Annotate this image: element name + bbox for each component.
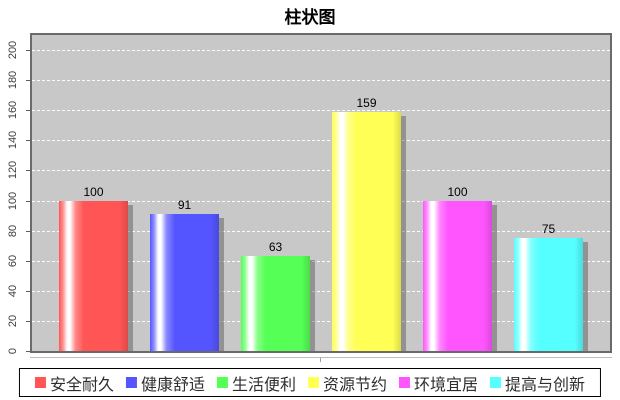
legend-label: 安全耐久 — [49, 376, 114, 394]
value-axis-label-text: 100 — [6, 191, 19, 210]
value-axis-label: 180 — [0, 70, 26, 90]
legend-label: 提高与创新 — [505, 376, 586, 394]
value-axis-label-text: 60 — [7, 254, 19, 267]
value-axis-label-text: 160 — [6, 101, 19, 120]
gridline — [32, 140, 610, 142]
legend-swatch — [308, 377, 319, 388]
value-axis-label-text: 40 — [7, 284, 19, 297]
value-axis-tick — [26, 140, 30, 142]
legend-item: 资源节约 — [308, 371, 387, 395]
value-axis-label: 20 — [0, 311, 26, 331]
value-axis-label: 60 — [0, 251, 26, 271]
value-axis-label: 140 — [0, 130, 26, 150]
value-axis-tick — [26, 351, 30, 352]
bar-5 — [423, 200, 492, 351]
legend-item: 生活便利 — [216, 371, 296, 395]
gridline — [32, 200, 610, 202]
value-axis-tick — [26, 50, 30, 52]
legend-item: 环境宜居 — [399, 371, 478, 395]
legend-label: 生活便利 — [231, 376, 296, 394]
legend-swatch — [125, 377, 137, 388]
legend-item: 安全耐久 — [34, 371, 114, 395]
value-axis-label-text: 200 — [6, 40, 19, 60]
legend-swatch — [399, 377, 411, 388]
value-axis-tick — [26, 320, 30, 322]
legend-item: 提高与创新 — [490, 371, 585, 395]
bar-2 — [150, 214, 219, 351]
chart-title: 柱状图 — [284, 8, 336, 27]
value-axis-label: 0 — [0, 341, 26, 361]
bar-1 — [59, 200, 128, 351]
plot-area: 100 91 63 159 100 75 — [30, 33, 612, 353]
legend-label: 资源节约 — [323, 376, 388, 394]
value-axis-label: 100 — [0, 191, 26, 211]
category-axis-tick — [320, 358, 321, 362]
value-axis-tick — [26, 230, 30, 232]
value-axis-tick — [26, 80, 30, 82]
bar-value-label: 100 — [83, 184, 104, 199]
gridline — [32, 170, 610, 172]
bar-value-label: 159 — [356, 95, 377, 110]
value-axis-label: 40 — [0, 281, 26, 301]
value-axis-label: 80 — [0, 221, 26, 241]
bar-3 — [241, 256, 310, 351]
value-axis-label-text: 0 — [7, 347, 19, 355]
legend-swatch — [216, 377, 228, 388]
value-axis-label-text: 140 — [6, 131, 19, 150]
value-axis-tick — [26, 170, 30, 172]
gridline — [32, 50, 610, 52]
value-axis: 0 20 40 60 80 100 120 140 160 180 200 — [0, 35, 30, 354]
legend-swatch — [34, 377, 46, 388]
legend-item: 健康舒适 — [125, 371, 205, 395]
gridline — [32, 320, 610, 322]
value-axis-label-text: 80 — [7, 224, 19, 237]
gridline — [32, 290, 610, 292]
bar-4 — [332, 111, 401, 351]
value-axis-tick — [26, 110, 30, 112]
bar-value-label: 63 — [268, 240, 283, 255]
value-axis-tick — [26, 260, 30, 262]
legend-label: 健康舒适 — [140, 376, 205, 394]
value-axis-tick — [26, 200, 30, 202]
value-axis-label: 200 — [0, 40, 26, 60]
value-axis-label: 120 — [0, 160, 26, 180]
value-axis-tick — [26, 290, 30, 292]
value-axis-label: 160 — [0, 100, 26, 120]
gridline — [32, 110, 610, 112]
legend-label: 环境宜居 — [414, 376, 479, 394]
value-axis-label-text: 120 — [6, 161, 19, 180]
gridline — [32, 230, 610, 232]
bar-value-label: 75 — [541, 222, 556, 237]
bar-value-label: 91 — [177, 198, 192, 213]
value-axis-label-text: 180 — [6, 70, 19, 90]
gridline — [32, 80, 610, 82]
bar-6 — [514, 238, 583, 351]
legend-swatch — [490, 377, 502, 388]
gridline — [32, 260, 610, 262]
bar-value-label: 100 — [447, 184, 468, 199]
legend: 安全耐久 健康舒适 生活便利 资源节约 环境宜居 提高与创新 — [18, 368, 602, 397]
category-axis-line — [30, 357, 612, 358]
value-axis-label-text: 20 — [7, 314, 19, 328]
